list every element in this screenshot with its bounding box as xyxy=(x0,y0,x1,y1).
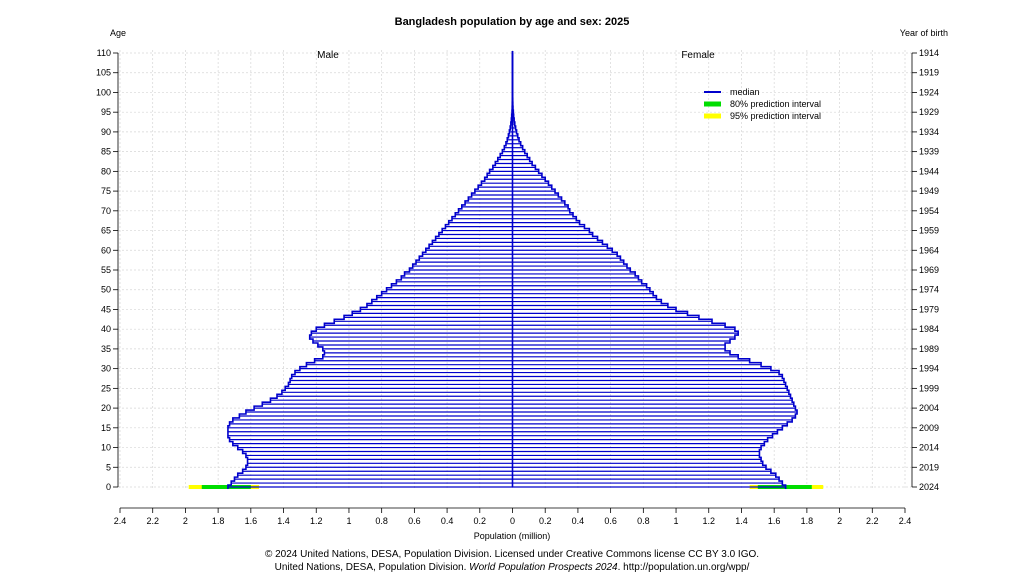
x-tick-label: 0 xyxy=(510,516,515,526)
x-tick-label: 1.8 xyxy=(801,516,814,526)
age-tick-label: 75 xyxy=(101,186,111,196)
age-tick-label: 90 xyxy=(101,127,111,137)
year-tick-label: 1989 xyxy=(919,344,939,354)
chart-title: Bangladesh population by age and sex: 20… xyxy=(395,16,630,28)
year-tick-label: 1964 xyxy=(919,245,939,255)
male-label: Male xyxy=(317,50,339,61)
male-outline xyxy=(227,51,514,489)
year-tick-label: 1924 xyxy=(919,87,939,97)
age-tick-label: 10 xyxy=(101,443,111,453)
x-tick-label: 2.2 xyxy=(866,516,879,526)
year-tick-label: 2024 xyxy=(919,482,939,492)
age-tick-label: 45 xyxy=(101,304,111,314)
age-tick-label: 95 xyxy=(101,107,111,117)
year-tick-label: 2004 xyxy=(919,403,939,413)
x-tick-label: 1.2 xyxy=(702,516,715,526)
axes: 2.4 2.2 2 1.8 1.6 1.4 1.2 1 0.8 0.6 0.4 0.2 0 0.2 0.4 0… xyxy=(96,48,939,526)
female-label: Female xyxy=(681,50,715,61)
age-tick-label: 100 xyxy=(96,87,111,97)
x-tick-label: 0.6 xyxy=(604,516,617,526)
year-tick-label: 1994 xyxy=(919,364,939,374)
age-tick-label: 15 xyxy=(101,423,111,433)
age-tick-label: 105 xyxy=(96,68,111,78)
year-tick-label: 1959 xyxy=(919,226,939,236)
right-axis-label: Year of birth xyxy=(900,28,948,38)
x-axis-label: Population (million) xyxy=(474,531,551,541)
population-bars xyxy=(188,51,824,489)
year-tick-label: 1944 xyxy=(919,166,939,176)
x-tick-label: 2.2 xyxy=(146,516,159,526)
left-axis-label: Age xyxy=(110,28,126,38)
x-tick-label: 1.6 xyxy=(768,516,781,526)
year-tick-label: 1984 xyxy=(919,324,939,334)
legend-label-median: median xyxy=(730,87,760,97)
year-tick-label: 2009 xyxy=(919,423,939,433)
x-tick-label: 1.4 xyxy=(277,516,290,526)
year-tick-label: 1914 xyxy=(919,48,939,58)
year-tick-label: 1999 xyxy=(919,383,939,393)
x-tick-label: 1.2 xyxy=(310,516,323,526)
x-tick-label: 1 xyxy=(346,516,351,526)
age-tick-label: 50 xyxy=(101,285,111,295)
year-tick-label: 1969 xyxy=(919,265,939,275)
legend-label-80pi: 80% prediction interval xyxy=(730,99,821,109)
x-tick-label: 2.4 xyxy=(899,516,912,526)
x-tick-label: 1.6 xyxy=(245,516,258,526)
year-tick-label: 1934 xyxy=(919,127,939,137)
age-tick-label: 85 xyxy=(101,147,111,157)
age-tick-label: 30 xyxy=(101,364,111,374)
year-tick-label: 1974 xyxy=(919,285,939,295)
year-tick-label: 1949 xyxy=(919,186,939,196)
year-tick-label: 1939 xyxy=(919,147,939,157)
copyright-footer: © 2024 United Nations, DESA, Population … xyxy=(0,549,1024,560)
x-tick-label: 2.4 xyxy=(114,516,127,526)
x-tick-label: 1 xyxy=(674,516,679,526)
age-tick-label: 80 xyxy=(101,166,111,176)
year-tick-label: 2014 xyxy=(919,443,939,453)
age-tick-label: 110 xyxy=(97,48,111,58)
age-tick-label: 70 xyxy=(101,206,111,216)
x-tick-label: 0.2 xyxy=(539,516,552,526)
age-tick-label: 60 xyxy=(101,245,111,255)
year-tick-label: 1929 xyxy=(919,107,939,117)
year-tick-label: 1919 xyxy=(919,68,939,78)
year-tick-label: 1954 xyxy=(919,206,939,216)
legend-label-95pi: 95% prediction interval xyxy=(730,111,821,121)
age-tick-label: 40 xyxy=(101,324,111,334)
age-tick-label: 20 xyxy=(101,403,111,413)
footer-citation-prefix: United Nations, DESA, Population Divisio… xyxy=(274,562,470,573)
age-tick-label: 5 xyxy=(106,462,111,472)
footer-citation-title: World Population Prospects 2024 xyxy=(469,562,618,573)
citation-footer: United Nations, DESA, Population Divisio… xyxy=(0,562,1024,573)
x-tick-label: 0.8 xyxy=(375,516,388,526)
x-tick-label: 1.8 xyxy=(212,516,225,526)
age-tick-label: 35 xyxy=(101,344,111,354)
x-tick-label: 0.6 xyxy=(408,516,421,526)
x-tick-label: 1.4 xyxy=(735,516,748,526)
x-tick-label: 0.8 xyxy=(637,516,650,526)
female-outline xyxy=(511,51,798,489)
footer-line-1: © 2024 United Nations, DESA, Population … xyxy=(264,549,760,560)
x-tick-label: 2 xyxy=(183,516,188,526)
age-tick-label: 55 xyxy=(101,265,111,275)
x-tick-label: 0.4 xyxy=(572,516,585,526)
x-tick-label: 0.4 xyxy=(441,516,454,526)
x-tick-label: 2 xyxy=(837,516,842,526)
age-tick-label: 0 xyxy=(106,482,111,492)
age-tick-label: 25 xyxy=(101,383,111,393)
year-tick-label: 2019 xyxy=(919,462,939,472)
legend: median 80% prediction interval 95% predi… xyxy=(704,87,821,121)
year-tick-label: 1979 xyxy=(919,304,939,314)
age-tick-label: 65 xyxy=(101,226,111,236)
x-tick-label: 0.2 xyxy=(474,516,487,526)
footer-citation-suffix: . http://population.un.org/wpp/ xyxy=(617,562,750,573)
